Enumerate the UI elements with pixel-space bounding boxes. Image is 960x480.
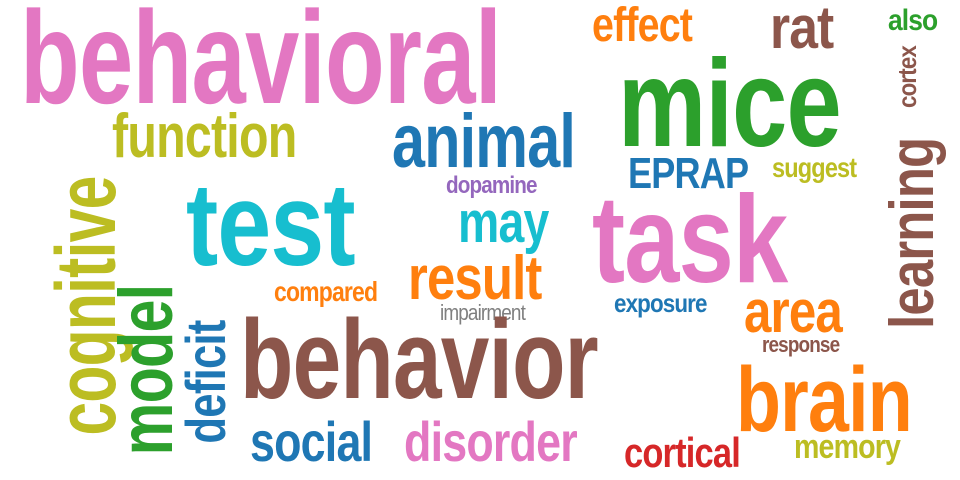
word-deficit: deficit	[174, 320, 237, 444]
word-cortex: cortex	[892, 46, 922, 108]
word-area: area	[744, 278, 843, 345]
word-result: result	[408, 244, 542, 313]
word-cortical: cortical	[624, 429, 741, 476]
word-learning: learning	[878, 137, 947, 329]
word-mice: mice	[618, 35, 842, 173]
word-animal: animal	[392, 99, 576, 184]
word-response: response	[762, 332, 840, 357]
word-also: also	[888, 4, 938, 37]
word-social: social	[250, 410, 373, 473]
word-impairment: impairment	[440, 300, 526, 325]
word-disorder: disorder	[404, 410, 578, 473]
word-rat: rat	[770, 0, 834, 61]
word-exposure: exposure	[614, 288, 707, 318]
word-effect: effect	[592, 0, 693, 52]
word-behavioral: behavioral	[20, 0, 502, 131]
word-behavior: behavior	[240, 297, 599, 422]
word-test: test	[186, 159, 356, 291]
word-task: task	[592, 171, 788, 309]
word-function: function	[112, 102, 297, 171]
word-brain: brain	[736, 349, 913, 451]
word-memory: memory	[794, 428, 901, 466]
word-eprap: EPRAP	[628, 149, 749, 198]
word-suggest: suggest	[772, 152, 857, 183]
word-compared: compared	[274, 276, 378, 307]
word-dopamine: dopamine	[446, 172, 537, 199]
word-may: may	[458, 190, 549, 255]
